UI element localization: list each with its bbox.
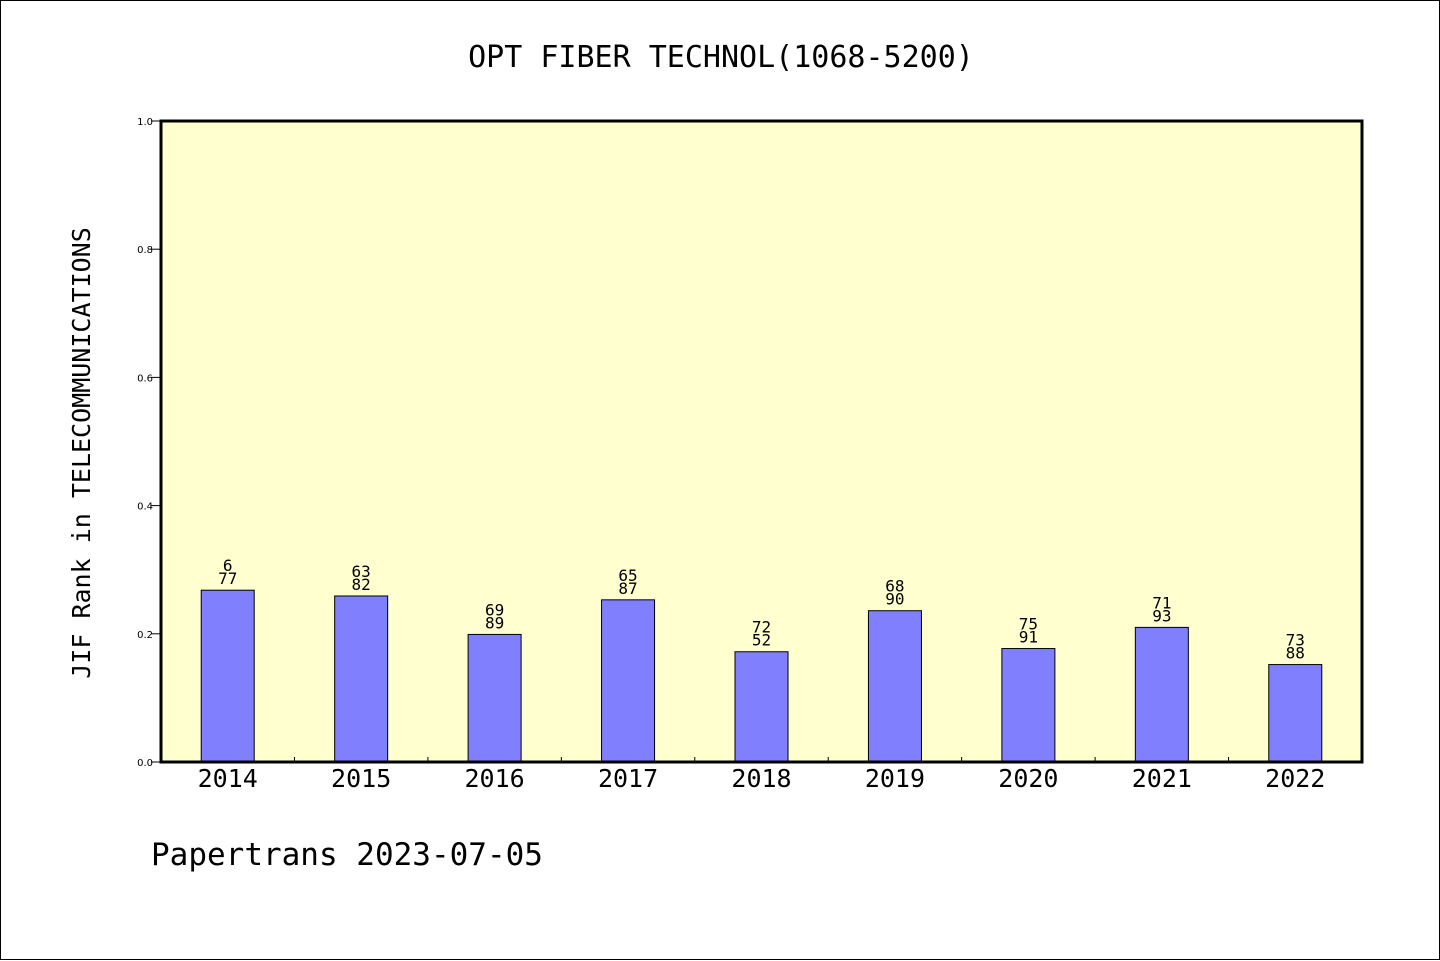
x-tick-label: 2022 (1265, 764, 1325, 793)
x-tick-label: 2021 (1132, 764, 1192, 793)
bar-total-label: 88 (1286, 644, 1305, 663)
bar-rank-label: 73 (1286, 631, 1305, 650)
y-tick-label: 0.0 (137, 758, 153, 769)
bar-2018 (734, 651, 789, 763)
bar-rank-label: 6 (223, 556, 233, 575)
footer-text: Papertrans 2023-07-05 (151, 837, 543, 873)
bar-total-label: 90 (885, 590, 904, 609)
bar-2014 (200, 589, 255, 763)
bar-2016 (467, 633, 522, 763)
bar-2015 (334, 595, 389, 763)
chart-title: OPT FIBER TECHNOL(1068-5200) (468, 40, 974, 75)
x-tick-label: 2017 (598, 764, 658, 793)
y-tick-label: 0.6 (137, 373, 153, 384)
x-tick-label: 2020 (998, 764, 1058, 793)
x-tick-label: 2015 (331, 764, 391, 793)
bar-2017 (601, 599, 656, 763)
x-tick-label: 2016 (465, 764, 525, 793)
plot-border (159, 119, 1364, 764)
bar-2020 (1001, 648, 1056, 763)
bar-rank-label: 68 (885, 577, 904, 596)
bar-total-label: 87 (618, 579, 637, 598)
bar-2019 (867, 610, 922, 763)
y-axis-label: JIF Rank in TELECOMMUNICATIONS (67, 227, 96, 679)
bar-total-label: 93 (1152, 606, 1171, 625)
x-tick-label: 2018 (731, 764, 791, 793)
bar-rank-label: 69 (485, 600, 504, 619)
y-tick-label: 0.4 (137, 502, 153, 513)
bar-total-label: 77 (218, 569, 237, 588)
bar-total-label: 82 (352, 575, 371, 594)
bar-rank-label: 65 (618, 566, 637, 585)
bar-total-label: 89 (485, 613, 504, 632)
bar-rank-label: 63 (352, 562, 371, 581)
x-tick-label: 2014 (198, 764, 258, 793)
y-tick-label: 0.2 (137, 630, 153, 641)
x-tick-label: 2019 (865, 764, 925, 793)
y-tick-label: 1.0 (137, 117, 153, 128)
bar-rank-label: 72 (752, 618, 771, 637)
bar-rank-label: 75 (1019, 615, 1038, 634)
bar-2022 (1268, 664, 1323, 763)
bar-total-label: 52 (752, 631, 771, 650)
bar-total-label: 91 (1019, 628, 1038, 647)
bar-2021 (1134, 626, 1189, 763)
bar-rank-label: 71 (1152, 593, 1171, 612)
y-tick-label: 0.8 (137, 245, 153, 256)
